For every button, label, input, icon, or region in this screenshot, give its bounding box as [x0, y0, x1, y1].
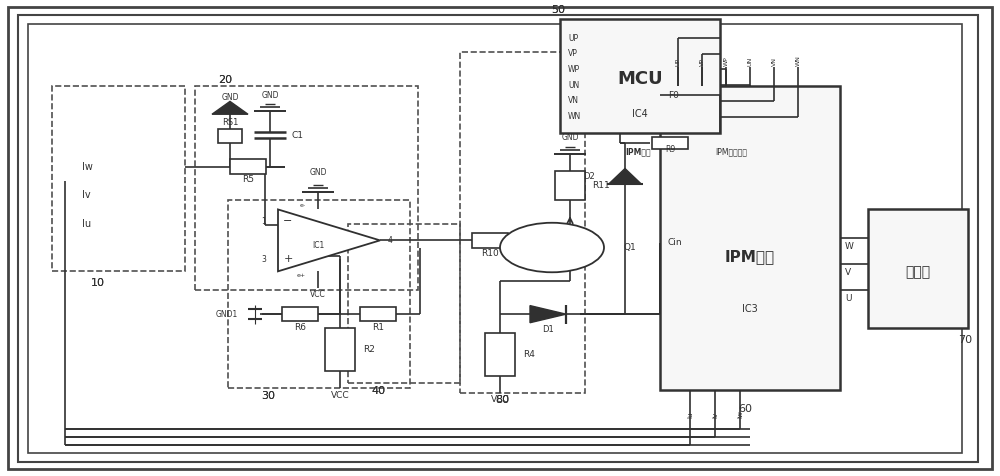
Bar	[218, 129, 242, 143]
Text: R9: R9	[665, 146, 675, 154]
Text: Cin: Cin	[668, 238, 683, 247]
Bar	[460, 52, 585, 393]
Bar	[560, 19, 720, 133]
Text: GND1: GND1	[216, 310, 238, 318]
Text: 50: 50	[551, 5, 565, 16]
Text: R5: R5	[242, 175, 254, 184]
Bar	[472, 233, 508, 248]
Text: 20: 20	[218, 75, 232, 85]
Text: R10: R10	[481, 249, 499, 258]
Text: R11: R11	[592, 181, 610, 190]
Text: Iu: Iu	[82, 218, 91, 229]
Text: WN: WN	[796, 55, 800, 66]
Text: VCC: VCC	[331, 391, 349, 399]
Text: 40: 40	[371, 386, 385, 397]
Text: MCU: MCU	[617, 69, 663, 88]
Text: UP: UP	[568, 34, 578, 42]
Polygon shape	[278, 209, 380, 271]
Text: 10: 10	[91, 278, 105, 288]
Bar	[282, 307, 318, 321]
Bar	[555, 171, 585, 200]
Text: 30: 30	[261, 391, 275, 401]
Text: R1: R1	[372, 323, 384, 331]
Text: Iw: Iw	[82, 161, 93, 172]
Text: 80: 80	[495, 395, 509, 405]
Text: V: V	[845, 268, 851, 277]
Bar	[348, 224, 460, 383]
Bar	[230, 159, 266, 174]
Text: 60: 60	[738, 404, 752, 415]
Text: 10: 10	[91, 278, 105, 288]
Text: 20: 20	[218, 75, 232, 85]
Text: R2: R2	[363, 346, 375, 354]
Text: 3: 3	[261, 255, 266, 264]
Bar	[52, 86, 185, 271]
Bar	[868, 209, 968, 328]
Text: 70: 70	[958, 335, 972, 346]
Text: GND: GND	[561, 133, 579, 141]
Text: WN: WN	[568, 112, 581, 121]
Text: Iw: Iw	[737, 410, 743, 418]
Text: GND: GND	[261, 91, 279, 99]
Text: WP: WP	[568, 65, 580, 74]
Text: VCC: VCC	[491, 396, 509, 404]
Text: e+: e+	[297, 273, 306, 278]
Text: IC3: IC3	[742, 304, 758, 315]
Text: IC4: IC4	[632, 109, 648, 119]
Text: VP: VP	[568, 50, 578, 58]
Text: R6: R6	[294, 323, 306, 331]
Bar	[195, 86, 418, 290]
Text: 壓縮機: 壓縮機	[905, 265, 931, 279]
Text: 40: 40	[371, 386, 385, 397]
Text: D2: D2	[583, 172, 595, 180]
Text: D1: D1	[542, 326, 554, 334]
Circle shape	[500, 223, 604, 272]
Text: W: W	[845, 242, 854, 251]
Text: UP: UP	[676, 58, 680, 66]
Text: UN: UN	[748, 57, 753, 66]
Text: VN: VN	[568, 97, 579, 105]
Text: GND: GND	[309, 168, 327, 177]
Polygon shape	[212, 101, 248, 114]
Text: 80: 80	[495, 395, 509, 405]
Text: Q1: Q1	[624, 243, 637, 252]
Text: +: +	[283, 254, 293, 265]
Text: IC1: IC1	[312, 241, 324, 249]
Text: U: U	[845, 295, 852, 303]
Bar	[325, 328, 355, 371]
Bar	[228, 200, 410, 388]
Text: Iv: Iv	[712, 412, 718, 418]
Text: F0: F0	[668, 91, 679, 99]
Text: C1: C1	[292, 131, 304, 139]
Bar	[652, 137, 688, 149]
Text: UN: UN	[568, 81, 579, 89]
Text: VN: VN	[772, 57, 776, 66]
Polygon shape	[609, 169, 641, 184]
Text: Iu: Iu	[687, 411, 693, 418]
Text: RS1: RS1	[222, 119, 238, 127]
Bar	[485, 333, 515, 376]
Text: Iv: Iv	[82, 190, 91, 200]
Text: R4: R4	[523, 350, 535, 359]
Text: 50: 50	[551, 5, 565, 16]
Text: 30: 30	[261, 391, 275, 401]
Text: 1: 1	[261, 217, 266, 226]
Text: IPM检测: IPM检测	[625, 147, 651, 156]
Text: −: −	[283, 216, 293, 227]
Text: WP: WP	[724, 56, 729, 66]
Text: VCC: VCC	[310, 290, 326, 298]
Text: GND: GND	[221, 93, 239, 102]
Polygon shape	[530, 306, 566, 323]
Text: e-: e-	[300, 203, 306, 208]
Text: IPM模塊: IPM模塊	[725, 249, 775, 265]
Text: IPM驅动信号: IPM驅动信号	[715, 147, 747, 156]
Text: 4: 4	[388, 236, 393, 245]
Bar	[660, 86, 840, 390]
Text: VP: VP	[700, 58, 705, 66]
Bar	[360, 307, 396, 321]
